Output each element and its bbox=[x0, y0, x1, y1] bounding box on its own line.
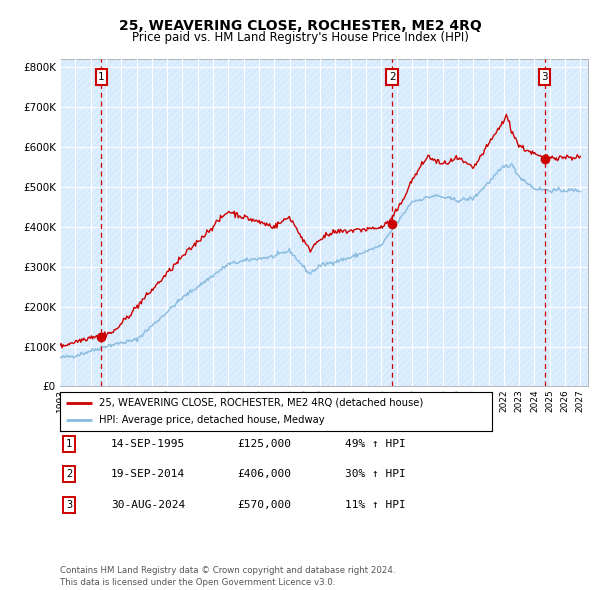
Text: 30-AUG-2024: 30-AUG-2024 bbox=[111, 500, 185, 510]
Text: Price paid vs. HM Land Registry's House Price Index (HPI): Price paid vs. HM Land Registry's House … bbox=[131, 31, 469, 44]
Text: HPI: Average price, detached house, Medway: HPI: Average price, detached house, Medw… bbox=[99, 415, 325, 425]
Text: 2: 2 bbox=[66, 470, 72, 479]
Text: 2: 2 bbox=[389, 72, 396, 82]
Text: Contains HM Land Registry data © Crown copyright and database right 2024.
This d: Contains HM Land Registry data © Crown c… bbox=[60, 566, 395, 587]
Text: 25, WEAVERING CLOSE, ROCHESTER, ME2 4RQ (detached house): 25, WEAVERING CLOSE, ROCHESTER, ME2 4RQ … bbox=[99, 398, 423, 408]
Text: £406,000: £406,000 bbox=[237, 470, 291, 479]
Text: 3: 3 bbox=[66, 500, 72, 510]
Text: 30% ↑ HPI: 30% ↑ HPI bbox=[345, 470, 406, 479]
Text: £570,000: £570,000 bbox=[237, 500, 291, 510]
Text: 25, WEAVERING CLOSE, ROCHESTER, ME2 4RQ: 25, WEAVERING CLOSE, ROCHESTER, ME2 4RQ bbox=[119, 19, 481, 33]
Text: 11% ↑ HPI: 11% ↑ HPI bbox=[345, 500, 406, 510]
Text: 1: 1 bbox=[98, 72, 105, 82]
Text: 3: 3 bbox=[541, 72, 548, 82]
Text: 1: 1 bbox=[66, 439, 72, 448]
Text: 19-SEP-2014: 19-SEP-2014 bbox=[111, 470, 185, 479]
Text: £125,000: £125,000 bbox=[237, 439, 291, 448]
Text: 49% ↑ HPI: 49% ↑ HPI bbox=[345, 439, 406, 448]
Text: 14-SEP-1995: 14-SEP-1995 bbox=[111, 439, 185, 448]
